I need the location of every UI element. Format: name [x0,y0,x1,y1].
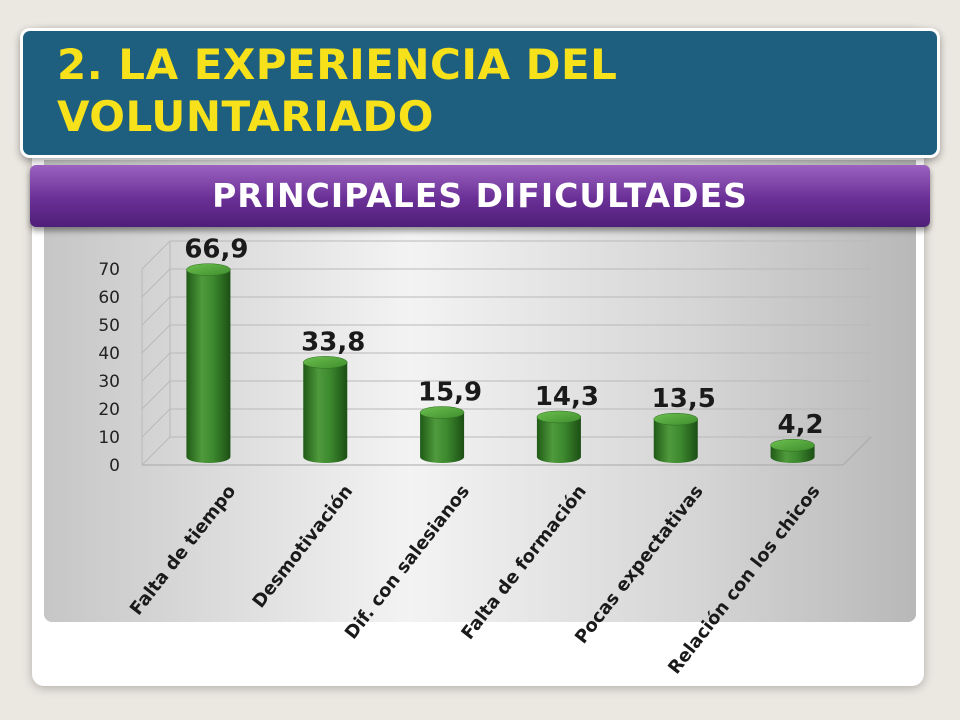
bar-top [186,263,231,276]
bar-body [420,412,465,464]
subtitle-ribbon: PRINCIPALES DIFICULTADES [30,165,930,227]
y-tick-label: 10 [98,428,120,448]
bar-top [419,406,465,419]
bar-top [303,356,348,369]
bar [536,410,582,464]
data-label: 13,5 [652,384,716,414]
bar-body [186,269,231,464]
bar [653,412,698,464]
slide-title: 2. LA EXPERIENCIA DEL VOLUNTARIADO [57,40,618,141]
bar [186,263,231,464]
data-label: 4,2 [778,410,824,440]
y-tick-label: 0 [109,456,120,476]
y-tick-label: 30 [98,372,120,392]
gridline-side [141,408,171,438]
x-tick-label: Pocas expectativas [571,481,708,648]
y-tick-label: 50 [98,316,120,336]
gridline-side [141,380,171,410]
floor-right-edge [842,436,872,466]
bar-body [303,362,348,464]
gridline-side [141,296,171,326]
x-tick-label: Dif. con salesianos [341,481,474,643]
x-tick-label: Falta de tiempo [126,481,240,619]
gridline-side [141,240,171,270]
x-tick-label: Falta de formación [457,481,590,644]
bar-top [653,412,698,426]
data-label: 66,9 [184,235,248,265]
bar-body [653,419,698,464]
bar-top [536,410,582,424]
x-tick-label: Desmotivación [248,481,357,612]
bar-body [536,416,581,464]
data-label: 15,9 [418,377,482,407]
gridline-side [141,352,171,382]
title-banner: 2. LA EXPERIENCIA DEL VOLUNTARIADO [20,28,940,158]
bar-top [770,438,815,452]
bar [770,438,815,464]
bar [303,356,348,464]
gridline-side [141,268,171,298]
y-tick-label: 20 [98,400,120,420]
gridline-side [141,324,171,354]
y-tick-label: 70 [98,260,120,280]
data-label: 33,8 [301,327,365,357]
bar [419,406,465,464]
y-tick-label: 60 [98,288,120,308]
chart-subtitle: PRINCIPALES DIFICULTADES [212,176,748,215]
y-tick-label: 40 [98,344,120,364]
data-label: 14,3 [535,382,599,412]
gridline-side [141,436,171,466]
